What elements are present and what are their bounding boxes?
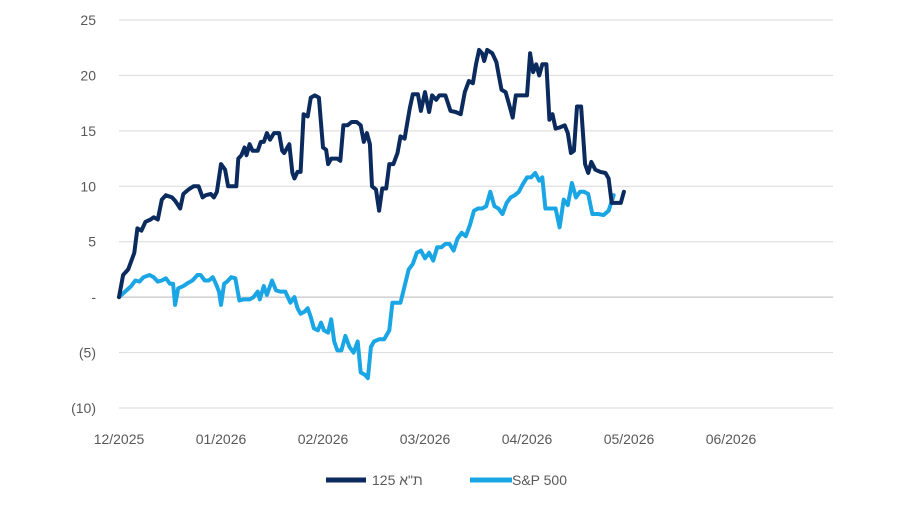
series-lines [117, 47, 626, 381]
y-axis-tick-labels: 25 20 15 10 5 - (5) (10) [71, 12, 96, 416]
x-tick-label: 12/2025 [94, 431, 145, 447]
x-tick-label: 05/2026 [604, 431, 655, 447]
x-tick-label: 03/2026 [400, 431, 451, 447]
y-tick-label: 15 [80, 123, 96, 139]
legend-label-1: S&P 500 [512, 472, 567, 488]
y-tick-label: 25 [80, 12, 96, 28]
y-tick-label: (10) [71, 400, 96, 416]
legend-label-0: ת"א 125 [372, 472, 423, 488]
x-axis-tick-labels: 12/2025 01/2026 02/2026 03/2026 04/2026 05/20… [94, 431, 757, 447]
x-tick-label: 01/2026 [196, 431, 247, 447]
y-tick-label: 10 [80, 178, 96, 194]
x-tick-label: 06/2026 [706, 431, 757, 447]
gridlines [119, 19, 833, 409]
y-tick-label: (5) [79, 345, 96, 361]
y-tick-label: 5 [88, 234, 96, 250]
y-tick-label: - [91, 289, 96, 305]
x-tick-label: 04/2026 [502, 431, 553, 447]
series-line-1 [117, 171, 616, 381]
y-tick-label: 20 [80, 67, 96, 83]
series-line-0 [117, 47, 626, 300]
legend: ת"א 125 S&P 500 [326, 472, 567, 488]
x-tick-label: 02/2026 [298, 431, 349, 447]
